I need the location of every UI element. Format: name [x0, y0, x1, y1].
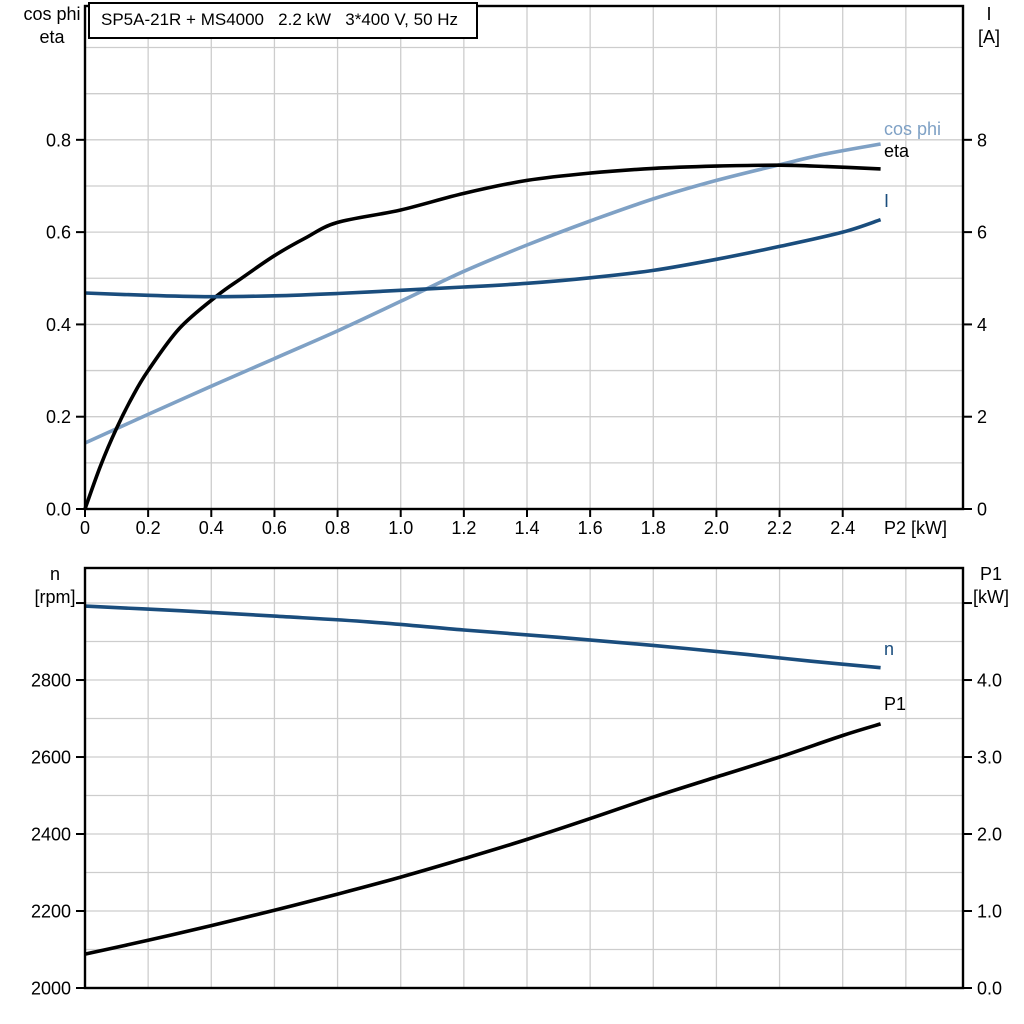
top-panel-yright-tick-label: 6 [977, 223, 987, 243]
top-panel-x-tick-label: 2.2 [767, 518, 792, 538]
cos-phi-curve [84, 142, 881, 445]
top-panel-yright-axis-title: [A] [978, 27, 1000, 47]
top-panel-x-tick-label: 1.8 [641, 518, 666, 538]
bottom-panel-yright-tick-label: 1.0 [977, 902, 1002, 922]
top-panel-yright-tick-label: 0 [977, 500, 987, 520]
bottom-panel-yleft-tick-label: 2200 [31, 902, 71, 922]
bottom-panel-ticks [76, 602, 972, 989]
bottom-panel-yright-tick-label: 4.0 [977, 671, 1002, 691]
top-panel-x-tick-label: 1.2 [451, 518, 476, 538]
top-panel-yleft-tick-label: 0.0 [46, 500, 71, 520]
p1-curve-label: P1 [884, 694, 906, 714]
top-panel-yleft-tick-label: 0.8 [46, 130, 71, 150]
top-panel: 0.0 0.2 0.4 0.6 0.8 0 2 4 6 8 0 0.2 0.4 0.6 0.8 1.0 1.2 1… [23, 4, 1000, 538]
cos-phi-curve-label: cos phi [884, 119, 941, 139]
top-panel-yleft-tick-label: 0.2 [46, 407, 71, 427]
top-panel-x-tick-label: 0.4 [199, 518, 224, 538]
top-panel-yright-tick-label: 2 [977, 407, 987, 427]
top-panel-yright-axis-title: I [986, 4, 991, 24]
bottom-panel-yright-axis-title: P1 [980, 564, 1002, 584]
top-panel-yleft-tick-label: 0.6 [46, 223, 71, 243]
top-panel-ticks [76, 138, 972, 517]
eta-curve [83, 163, 881, 510]
top-panel-x-tick-label: 2.4 [830, 518, 855, 538]
top-panel-x-tick-label: 0 [80, 518, 90, 538]
top-panel-x-tick-label: 0.2 [136, 518, 161, 538]
bottom-panel-yleft-tick-label: 2600 [31, 748, 71, 768]
bottom-panel-yleft-tick-label: 2400 [31, 825, 71, 845]
i-curve [84, 217, 882, 299]
bottom-panel-gridlines [85, 568, 963, 988]
bottom-panel-yright-tick-label: 0.0 [977, 979, 1002, 999]
bottom-panel-yleft-axis-title: n [50, 564, 60, 584]
n-curve-label: n [884, 639, 894, 659]
top-panel-border [83, 4, 965, 511]
bottom-panel-yleft-tick-label: 2800 [31, 671, 71, 691]
top-panel-x-axis-title: P2 [kW] [884, 518, 947, 538]
top-panel-x-tick-label: 2.0 [704, 518, 729, 538]
top-panel-yleft-axis-title: eta [39, 27, 65, 47]
bottom-panel-yright-axis-title: [kW] [973, 587, 1009, 607]
top-panel-gridlines [85, 6, 963, 509]
i-curve-label: I [884, 191, 889, 211]
top-panel-x-tick-label: 0.6 [262, 518, 287, 538]
top-panel-x-tick-label: 0.8 [325, 518, 350, 538]
top-panel-yright-tick-label: 8 [977, 130, 987, 150]
chart-title-box: SP5A-21R + MS4000 2.2 kW 3*400 V, 50 Hz [88, 2, 478, 39]
top-panel-yleft-axis-title: cos phi [23, 4, 80, 24]
bottom-panel-yright-tick-label: 3.0 [977, 748, 1002, 768]
top-panel-x-tick-label: 1.0 [388, 518, 413, 538]
top-panel-yright-tick-label: 4 [977, 315, 987, 335]
bottom-panel-yleft-axis-title: [rpm] [34, 587, 75, 607]
top-panel-x-tick-label: 1.6 [578, 518, 603, 538]
bottom-panel: 2000 2200 2400 2600 2800 0.0 1.0 2.0 3.0 4.0 n [rpm… [31, 564, 1009, 999]
bottom-panel-yright-tick-label: 2.0 [977, 825, 1002, 845]
bottom-panel-yleft-tick-label: 2000 [31, 979, 71, 999]
p1-curve [84, 722, 882, 956]
bottom-panel-border [83, 566, 965, 990]
top-panel-x-tick-label: 1.4 [514, 518, 539, 538]
top-panel-yleft-tick-label: 0.4 [46, 315, 71, 335]
n-curve [84, 604, 881, 670]
eta-curve-label: eta [884, 141, 910, 161]
